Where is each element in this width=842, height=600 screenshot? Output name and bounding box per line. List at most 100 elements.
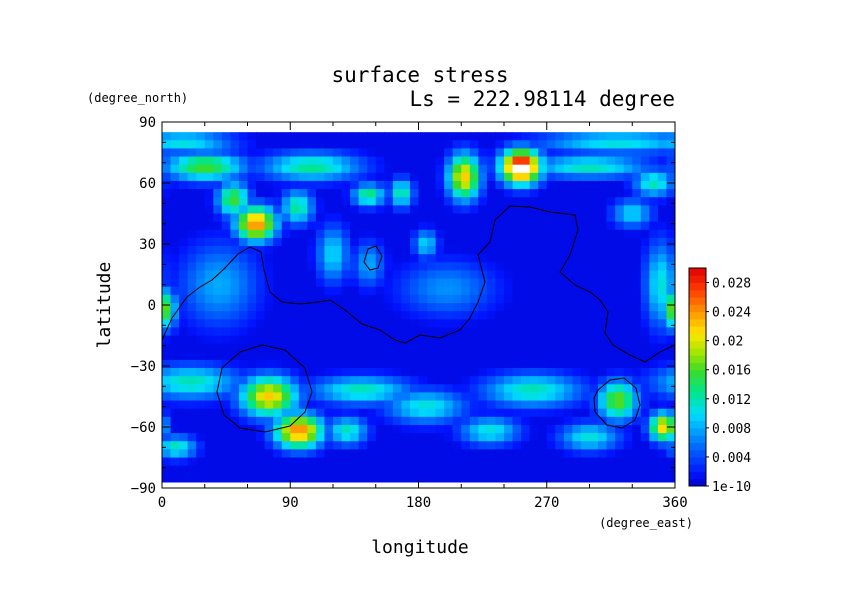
heatmap-cell [649, 335, 659, 345]
heatmap-cell [358, 359, 368, 369]
heatmap-cell [461, 343, 471, 353]
heatmap-cell [204, 278, 214, 288]
heatmap-cell [247, 180, 257, 190]
heatmap-cell [350, 319, 360, 328]
heatmap-cell [572, 433, 582, 442]
heatmap-cell [589, 327, 599, 337]
heatmap-cell [623, 229, 633, 239]
heatmap-cell [367, 246, 377, 255]
heatmap-cell [256, 433, 266, 442]
heatmap-cell [247, 368, 257, 377]
heatmap-cell [521, 384, 531, 394]
heatmap-cell [196, 392, 206, 402]
heatmap-cell [538, 302, 548, 312]
heatmap-cell [256, 392, 266, 402]
heatmap-cell [384, 376, 394, 385]
heatmap-cell [375, 221, 385, 231]
heatmap-cell [247, 140, 257, 150]
heatmap-cell [427, 286, 437, 296]
colorbar-band [689, 413, 706, 422]
heatmap-cell [657, 327, 668, 337]
heatmap-cell [666, 164, 675, 174]
heatmap-cell [546, 286, 556, 296]
heatmap-cell [264, 465, 274, 475]
heatmap-cell [572, 359, 582, 369]
heatmap-cell [598, 156, 608, 166]
heatmap-cell [401, 457, 411, 467]
colorbar-band [689, 406, 706, 414]
colorbar-tick-label: 1e-10 [712, 480, 751, 495]
heatmap-cell [375, 164, 385, 174]
heatmap-cell [341, 424, 351, 434]
heatmap-cell [435, 335, 445, 345]
heatmap-cell [298, 180, 308, 190]
heatmap-cell [315, 359, 326, 369]
heatmap-cell [367, 359, 377, 369]
heatmap-cell [187, 376, 197, 385]
heatmap-cell [478, 441, 488, 450]
heatmap-cell [452, 351, 462, 361]
heatmap-cell [256, 278, 266, 288]
heatmap-cell [367, 368, 377, 377]
heatmap-cell [324, 278, 334, 288]
heatmap-cell [657, 319, 668, 328]
heatmap-cell [649, 400, 659, 410]
heatmap-cell [256, 465, 266, 475]
heatmap-cell [623, 189, 633, 198]
heatmap-cell [333, 197, 343, 206]
heatmap-cell [238, 368, 249, 377]
heatmap-cell [256, 416, 266, 426]
heatmap-cell [495, 400, 505, 410]
heatmap-cell [375, 156, 385, 166]
heatmap-cell [221, 278, 231, 288]
heatmap-cell [563, 408, 573, 418]
heatmap-cell [538, 237, 548, 247]
heatmap-cell [529, 302, 539, 312]
heatmap-cell [307, 189, 317, 198]
heatmap-cell [546, 270, 556, 280]
heatmap-cell [572, 441, 582, 450]
heatmap-cell [538, 254, 548, 263]
heatmap-cell [478, 311, 488, 320]
heatmap-cell [290, 237, 300, 247]
heatmap-cell [521, 359, 531, 369]
heatmap-cell [538, 327, 548, 337]
heatmap-cell [469, 359, 479, 369]
y-tick-label: 0 [148, 298, 156, 314]
heatmap-cell [333, 294, 343, 304]
heatmap-cell [606, 189, 616, 198]
heatmap-cell [341, 164, 351, 174]
heatmap-cell [486, 327, 497, 337]
heatmap-cell [469, 237, 479, 247]
heatmap-cell [221, 368, 231, 377]
heatmap-cell [418, 368, 428, 377]
heatmap-cell [640, 278, 650, 288]
heatmap-cell [444, 335, 454, 345]
heatmap-cell [401, 335, 411, 345]
heatmap-cell [504, 254, 514, 263]
heatmap-cell [478, 376, 488, 385]
heatmap-cell [615, 351, 625, 361]
heatmap-cell [384, 164, 394, 174]
heatmap-cell [324, 229, 334, 239]
heatmap-cell [409, 262, 420, 272]
heatmap-cell [333, 424, 343, 434]
heatmap-cell [324, 368, 334, 377]
heatmap-cell [521, 246, 531, 255]
heatmap-cell [666, 254, 675, 263]
heatmap-cell [444, 433, 454, 442]
heatmap-cell [307, 270, 317, 280]
heatmap-cell [367, 148, 377, 158]
heatmap-cell [238, 221, 249, 231]
heatmap-cell [580, 302, 591, 312]
heatmap-cell [196, 302, 206, 312]
heatmap-cell [230, 359, 240, 369]
heatmap-cell [213, 132, 223, 141]
heatmap-cell [324, 441, 334, 450]
heatmap-cell [504, 343, 514, 353]
heatmap-cell [452, 433, 462, 442]
heatmap-cell [486, 441, 497, 450]
heatmap-cell [529, 457, 539, 467]
heatmap-cell [512, 376, 522, 385]
heatmap-cell [657, 392, 668, 402]
